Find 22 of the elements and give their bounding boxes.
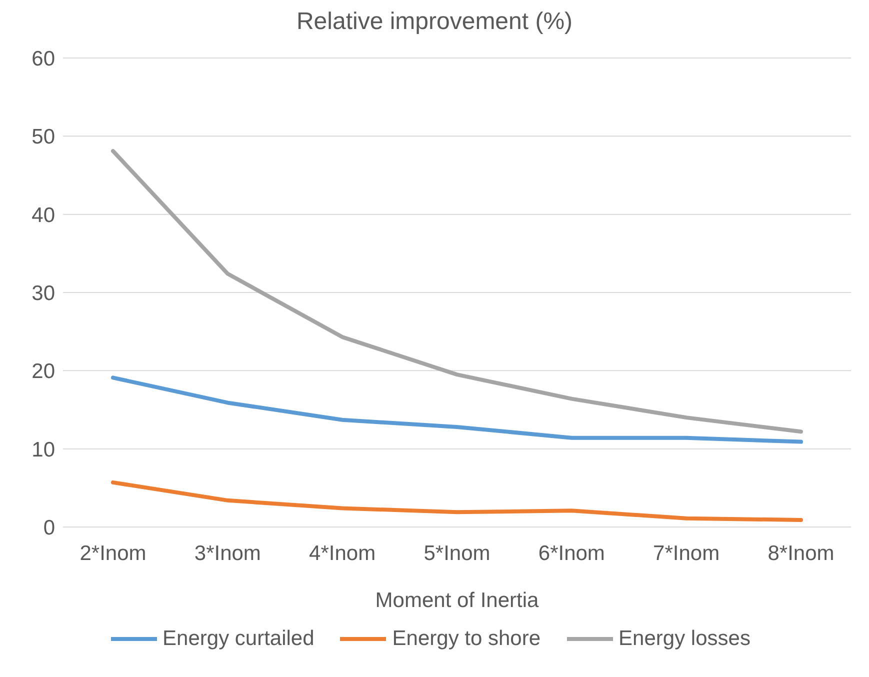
legend-label: Energy losses [618, 627, 750, 651]
legend-label: Energy to shore [392, 627, 541, 651]
line-series [111, 480, 803, 522]
y-tick-label: 40 [32, 204, 55, 227]
y-tick-label: 50 [32, 126, 55, 149]
x-tick-label: 2*Inom [80, 542, 146, 565]
legend-label: Energy curtailed [162, 627, 314, 651]
x-tick-label: 8*Inom [768, 542, 834, 565]
line-series [111, 376, 803, 444]
y-tick-label: 60 [32, 47, 55, 70]
y-tick-label: 0 [43, 516, 55, 540]
x-tick-label: 7*Inom [653, 542, 720, 565]
x-tick-label: 6*Inom [538, 542, 605, 565]
chart-title: Relative improvement (%) [295, 8, 574, 37]
y-tick-label: 20 [32, 360, 55, 384]
line-series [111, 149, 803, 434]
y-tick-label: 30 [32, 282, 55, 305]
x-tick-label: 5*Inom [424, 542, 490, 565]
x-tick-label: 3*Inom [194, 542, 261, 565]
y-tick-label: 10 [32, 438, 55, 462]
x-axis-title: Moment of Inertia [375, 589, 540, 612]
x-tick-label: 4*Inom [309, 542, 376, 565]
